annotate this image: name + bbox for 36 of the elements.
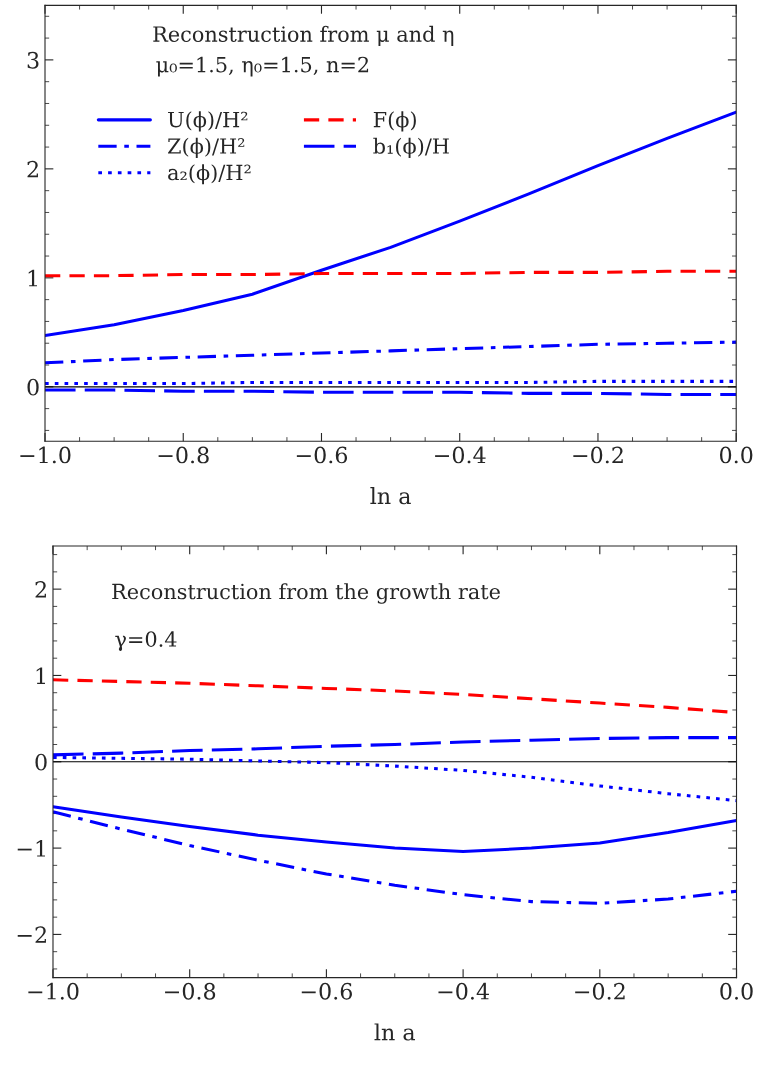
y-tick-label: 0 bbox=[35, 753, 47, 771]
x-tick-label: −0.2 bbox=[575, 982, 625, 1000]
annotation: Reconstruction from μ and η bbox=[153, 25, 454, 46]
x-tick-label: −0.4 bbox=[438, 982, 489, 1000]
x-tick-label: −0.8 bbox=[165, 982, 216, 1000]
y-tick-label: 1 bbox=[36, 667, 45, 684]
line-series bbox=[52, 810, 737, 905]
annotation: Reconstruction from the growth rate bbox=[112, 583, 500, 604]
legend-label: b₁(ϕ)/H bbox=[373, 137, 449, 158]
x-tick-label: 0.0 bbox=[720, 446, 753, 464]
x-tick-label: −1.0 bbox=[28, 982, 79, 1000]
line-series bbox=[45, 110, 737, 338]
line-series bbox=[52, 805, 737, 854]
legend-label: a₂(ϕ)/H² bbox=[168, 164, 251, 185]
x-tick-label: 0.0 bbox=[720, 982, 753, 1000]
y-tick-label: 2 bbox=[35, 581, 46, 598]
y-tick-label: 2 bbox=[27, 160, 38, 178]
legend-label: Z(ϕ)/H² bbox=[168, 137, 245, 158]
x-axis-title: ln a bbox=[374, 1023, 415, 1041]
annotation: γ=0.4 bbox=[115, 631, 177, 651]
x-tick-label: −0.6 bbox=[296, 446, 348, 464]
y-tick-label: 3 bbox=[27, 51, 39, 69]
y-tick-label: 0 bbox=[27, 378, 39, 396]
y-tick-label: −2 bbox=[17, 926, 46, 943]
y-tick-label: 1 bbox=[28, 269, 37, 287]
x-axis-title: ln a bbox=[370, 487, 411, 505]
legend-label: F(ϕ) bbox=[373, 111, 416, 132]
x-tick-label: −1.0 bbox=[20, 446, 71, 464]
x-tick-label: −0.8 bbox=[158, 446, 209, 464]
y-tick-label: −1 bbox=[17, 840, 45, 857]
x-tick-label: −0.6 bbox=[301, 982, 352, 1000]
x-tick-label: −0.2 bbox=[573, 446, 623, 464]
annotation: μ₀=1.5, η₀=1.5, n=2 bbox=[156, 56, 369, 77]
x-tick-label: −0.4 bbox=[435, 446, 486, 464]
line-series bbox=[45, 340, 737, 365]
legend-label: U(ϕ)/H² bbox=[168, 111, 248, 132]
